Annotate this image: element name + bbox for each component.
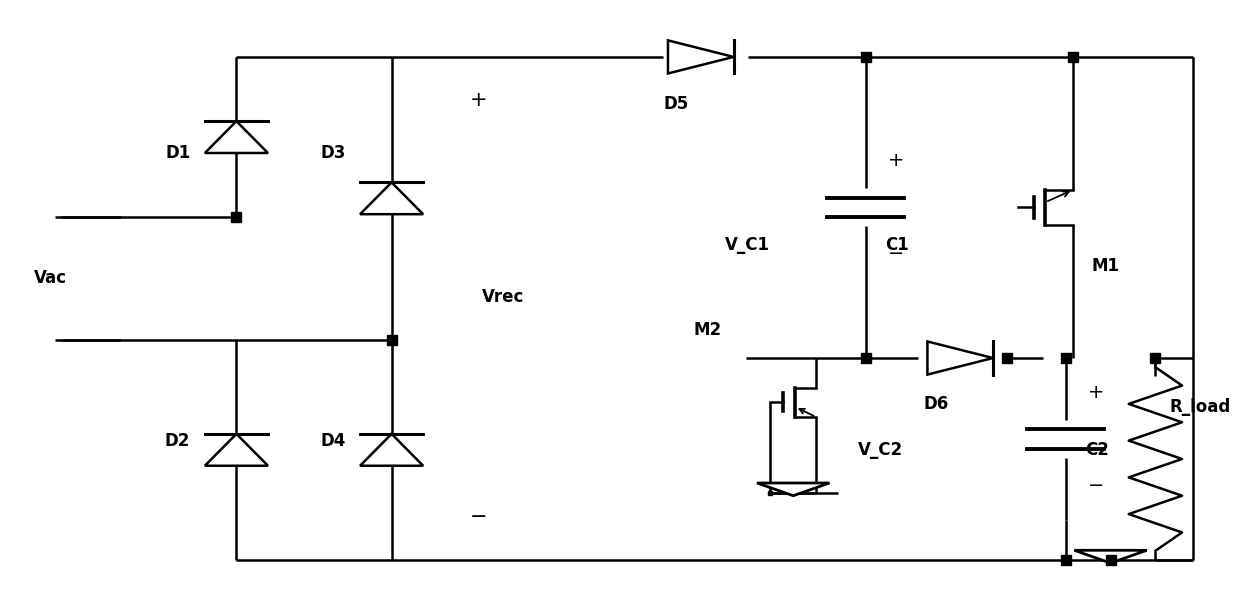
Text: −: −	[470, 507, 487, 527]
Polygon shape	[360, 434, 423, 466]
Text: V_C2: V_C2	[858, 441, 903, 459]
Text: C2: C2	[1085, 441, 1109, 459]
Text: +: +	[888, 151, 904, 171]
Text: V_C1: V_C1	[725, 236, 770, 254]
Text: M1: M1	[1091, 257, 1120, 275]
Polygon shape	[1074, 550, 1147, 563]
Text: D5: D5	[663, 95, 689, 113]
Polygon shape	[205, 121, 268, 153]
Text: +: +	[1087, 383, 1105, 402]
Text: −: −	[1087, 476, 1104, 495]
Text: D6: D6	[924, 395, 949, 412]
Polygon shape	[928, 341, 993, 375]
Text: M2: M2	[693, 321, 722, 340]
Text: D4: D4	[320, 431, 346, 450]
Polygon shape	[360, 182, 423, 214]
Polygon shape	[756, 483, 830, 496]
Text: D1: D1	[165, 144, 191, 162]
Text: R_load: R_load	[1171, 398, 1231, 416]
Text: Vrec: Vrec	[482, 288, 525, 306]
Text: +: +	[470, 90, 487, 110]
Text: D2: D2	[165, 431, 191, 450]
Polygon shape	[668, 40, 734, 73]
Polygon shape	[205, 434, 268, 466]
Text: Vac: Vac	[33, 269, 67, 288]
Text: C1: C1	[885, 236, 909, 254]
Text: −: −	[888, 244, 904, 264]
Text: D3: D3	[320, 144, 346, 162]
